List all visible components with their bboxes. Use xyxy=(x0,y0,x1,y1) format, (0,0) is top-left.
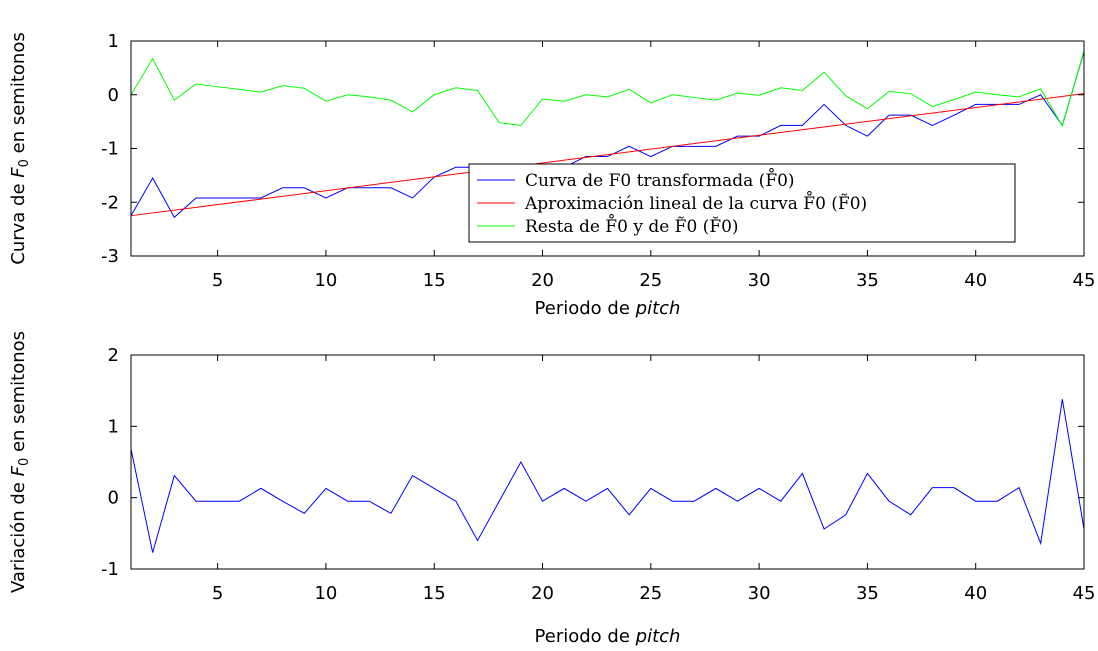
legend-entry-difference: Resta de F̊0 y de F̃0 (F̆0) xyxy=(525,214,739,237)
y-tick-label: 1 xyxy=(108,31,119,52)
x-tick-label: 25 xyxy=(639,583,662,604)
y-tick-label: 0 xyxy=(108,85,119,106)
chart-1: 5 10 15 20 25 30 35 40 45 -3 -2 -1 0 1 Periodo de pitc… xyxy=(8,31,1095,319)
x-tick-label: 10 xyxy=(314,270,337,291)
y-tick-label: -2 xyxy=(101,192,119,213)
x-tick-label: 20 xyxy=(531,270,554,291)
series-line-transformed xyxy=(130,51,1085,219)
axes-frame xyxy=(130,354,1085,570)
x-axis-label: Periodo de pitch xyxy=(535,626,681,647)
series-line-difference xyxy=(130,50,1085,128)
chart-2: 5 10 15 20 25 30 35 40 45 -1 0 1 2 Periodo de pitch Va… xyxy=(8,331,1095,647)
x-tick-label: 40 xyxy=(964,583,987,604)
y-tick-label: -1 xyxy=(101,139,119,160)
x-tick-label: 20 xyxy=(531,583,554,604)
legend-entry-transformed: Curva de F0 transformada (F̊0) xyxy=(525,168,795,191)
y-tick-label: 1 xyxy=(108,416,119,437)
x-tick-label: 10 xyxy=(314,583,337,604)
x-tick-label: 35 xyxy=(856,270,879,291)
x-tick-label: 15 xyxy=(423,583,446,604)
y-tick-label: 0 xyxy=(108,488,119,509)
x-tick-label: 5 xyxy=(212,270,223,291)
x-axis-label: Periodo de pitch xyxy=(535,298,681,319)
y-axis-label: Variación de F0 en semitonos xyxy=(8,331,32,593)
x-tick-label: 30 xyxy=(748,583,771,604)
x-tick-label: 5 xyxy=(212,583,223,604)
x-tick-label: 15 xyxy=(423,270,446,291)
x-tick-label: 45 xyxy=(1073,270,1096,291)
y-axis-label: Curva de F0 en semitonos xyxy=(8,32,32,264)
series-line-linear xyxy=(130,93,1085,217)
y-tick-label: -3 xyxy=(101,246,119,267)
x-tick-label: 25 xyxy=(639,270,662,291)
y-tick-label: 2 xyxy=(108,345,119,366)
x-tick-label: 40 xyxy=(964,270,987,291)
legend: Curva de F0 transformada (F̊0)Aproximaci… xyxy=(468,163,1016,243)
series-line-variation xyxy=(130,399,1085,553)
y-tick-label: -1 xyxy=(101,559,119,580)
legend-entry-linear: Aproximación lineal de la curva F̊0 (F̃0… xyxy=(524,191,867,214)
x-tick-label: 30 xyxy=(748,270,771,291)
x-tick-label: 35 xyxy=(856,583,879,604)
x-tick-label: 45 xyxy=(1073,583,1096,604)
legend-box xyxy=(468,163,1016,243)
